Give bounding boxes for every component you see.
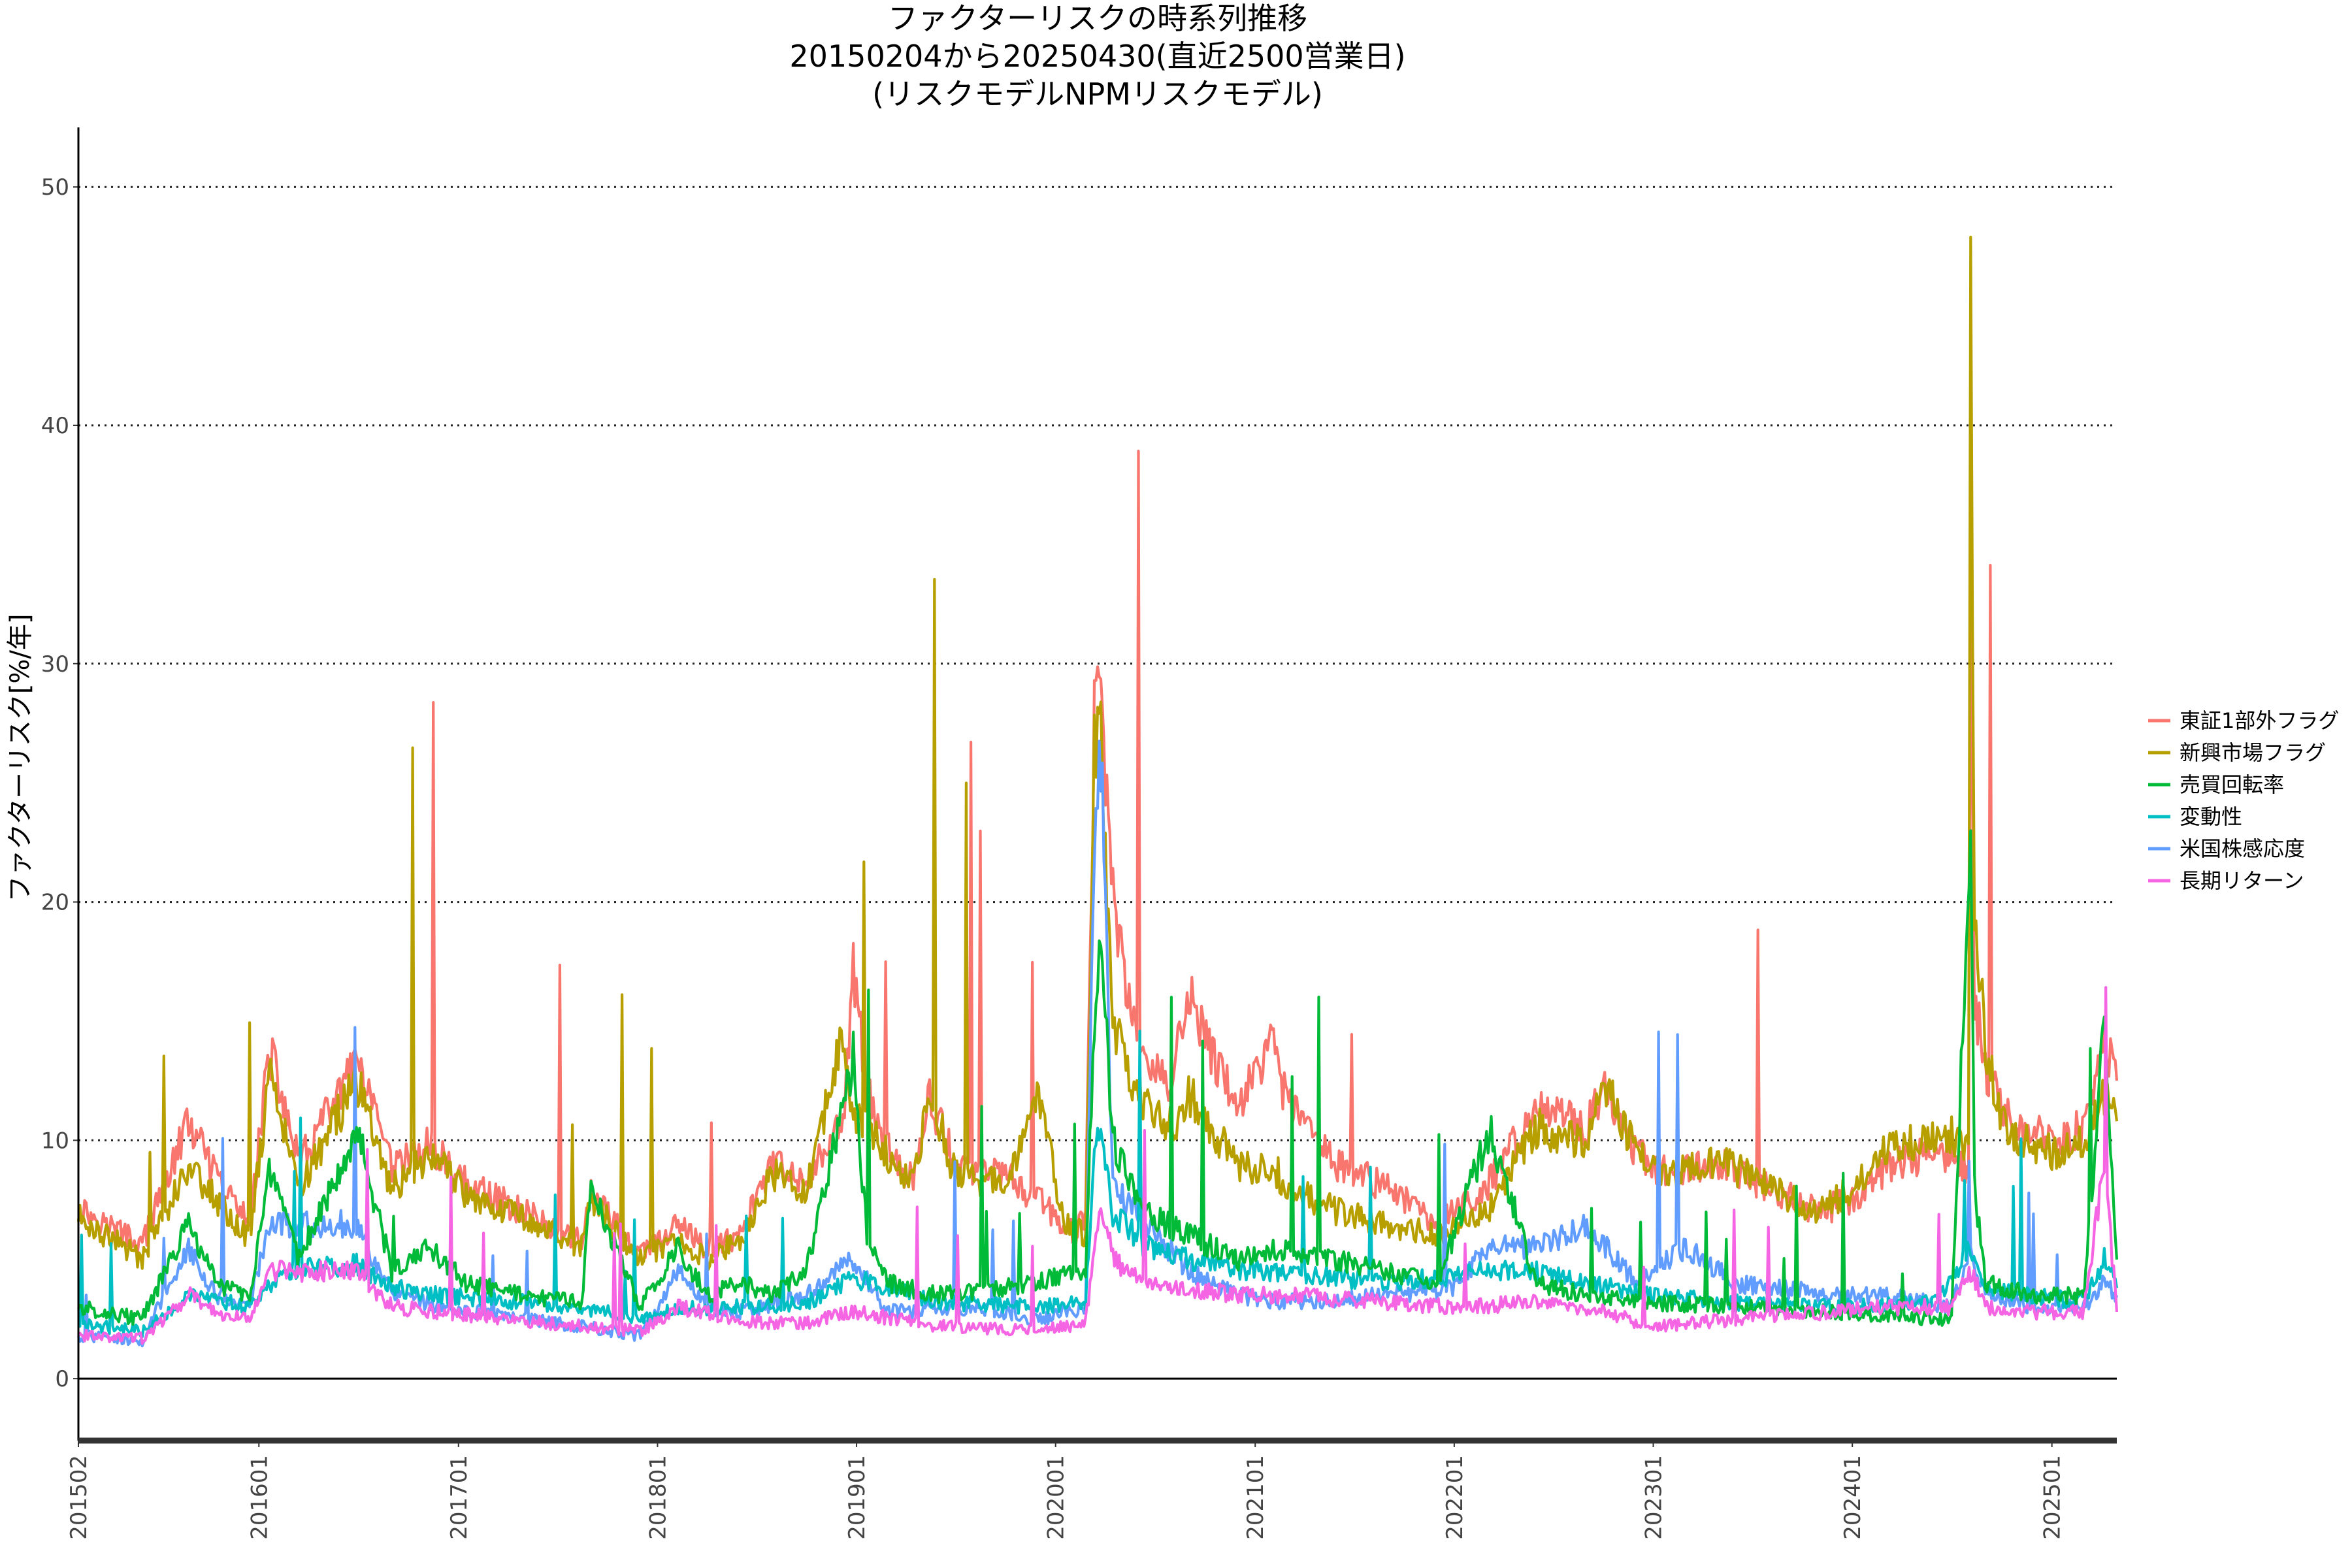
legend-label: 変動性: [2180, 804, 2242, 829]
x-tick-label: 201601: [246, 1455, 272, 1540]
gridlines: [78, 186, 2117, 1141]
x-tick-label: 202001: [1043, 1455, 1070, 1540]
legend-label: 長期リターン: [2180, 868, 2304, 893]
x-tick-label: 201901: [844, 1455, 870, 1540]
series-line-5: [77, 986, 2119, 1345]
legend-label: 新興市場フラグ: [2180, 740, 2326, 765]
y-tick-label: 50: [41, 174, 69, 201]
series-lines: [76, 235, 2119, 1348]
x-tick-label: 202501: [2040, 1455, 2066, 1540]
x-tick-label: 201701: [446, 1455, 472, 1540]
x-tick-label: 201502: [66, 1455, 92, 1540]
x-tick-label: 202101: [1243, 1455, 1269, 1540]
series-line-3: [77, 1029, 2119, 1339]
x-tick-label: 201801: [645, 1455, 671, 1540]
x-tick-label: 202401: [1840, 1455, 1866, 1540]
chart-title-line-2: 20150204から20250430(直近2500営業日): [789, 39, 1405, 74]
chart-title-line-3: (リスクモデルNPMリスクモデル): [872, 76, 1323, 112]
y-tick-label: 0: [55, 1366, 69, 1392]
x-tick-label: 202201: [1442, 1455, 1468, 1540]
y-tick-label: 10: [41, 1128, 69, 1154]
legend-label: 米国株感応度: [2180, 836, 2305, 861]
y-tick-label: 20: [41, 890, 69, 916]
chart-title: ファクターリスクの時系列推移 20150204から20250430(直近2500…: [789, 1, 1405, 112]
y-axis-ticks: 0 10 20 30 40 50: [41, 174, 78, 1392]
x-tick-label: 202301: [1641, 1455, 1667, 1540]
x-axis-ticks: 201502 201601 201701 201801 201901 202001 2021…: [66, 1441, 2066, 1540]
y-tick-label: 40: [41, 413, 69, 439]
series-line-1: [76, 235, 2119, 1271]
chart-title-line-1: ファクターリスクの時系列推移: [888, 1, 1307, 36]
y-tick-label: 30: [41, 651, 69, 678]
series-line-2: [77, 829, 2119, 1327]
y-axis-title: ファクターリスク[%/年]: [5, 613, 35, 902]
legend-label: 売買回転率: [2180, 772, 2284, 797]
series-line-4: [76, 740, 2119, 1348]
legend-label: 東証1部外フラグ: [2180, 708, 2339, 733]
